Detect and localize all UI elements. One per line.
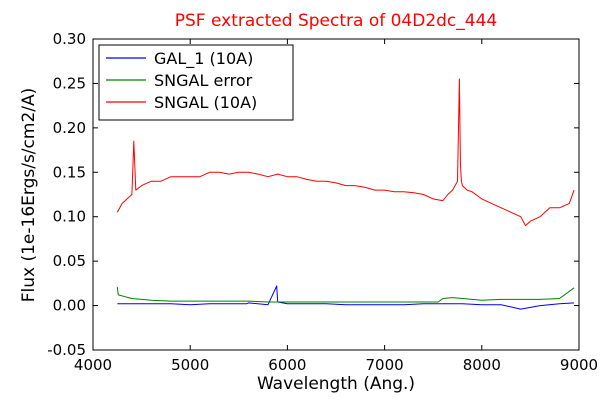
x-tick-label: 6000 xyxy=(268,356,306,374)
y-tick-label: 0.00 xyxy=(53,297,86,315)
y-tick-label: 0.30 xyxy=(53,30,86,48)
chart-title: PSF extracted Spectra of 04D2dc_444 xyxy=(175,11,497,31)
series-line-2 xyxy=(116,78,575,227)
legend: GAL_1 (10A) SNGAL error SNGAL (10A) xyxy=(98,44,294,121)
plot-frame xyxy=(92,38,580,351)
y-tick-label: 0.05 xyxy=(53,252,86,270)
series-line-0 xyxy=(117,285,575,310)
x-tick-label: 9000 xyxy=(560,356,598,374)
x-tick-label: 4000 xyxy=(74,356,112,374)
legend-label: SNGAL error xyxy=(154,71,253,90)
legend-label: SNGAL (10A) xyxy=(154,93,257,112)
y-tick-label: 0.20 xyxy=(53,119,86,137)
y-axis-label: Flux (1e-16Ergs/s/cm2/A) xyxy=(19,88,39,303)
series-line-1 xyxy=(116,286,575,303)
y-tick-label: 0.10 xyxy=(53,208,86,226)
tick-layer: 4000 5000 6000 7000 8000 9000 -0.05 0.00 0.05 0.1… xyxy=(47,30,598,374)
x-tick-label: 5000 xyxy=(171,356,209,374)
x-tick-label: 7000 xyxy=(366,356,404,374)
y-tick-label: 0.15 xyxy=(53,163,86,181)
series-layer xyxy=(116,78,575,310)
x-tick-label: 8000 xyxy=(463,356,501,374)
legend-label: GAL_1 (10A) xyxy=(154,49,253,69)
y-tick-label: 0.25 xyxy=(53,74,86,92)
x-axis-label: Wavelength (Ang.) xyxy=(257,374,415,394)
y-tick-label: -0.05 xyxy=(47,341,86,359)
